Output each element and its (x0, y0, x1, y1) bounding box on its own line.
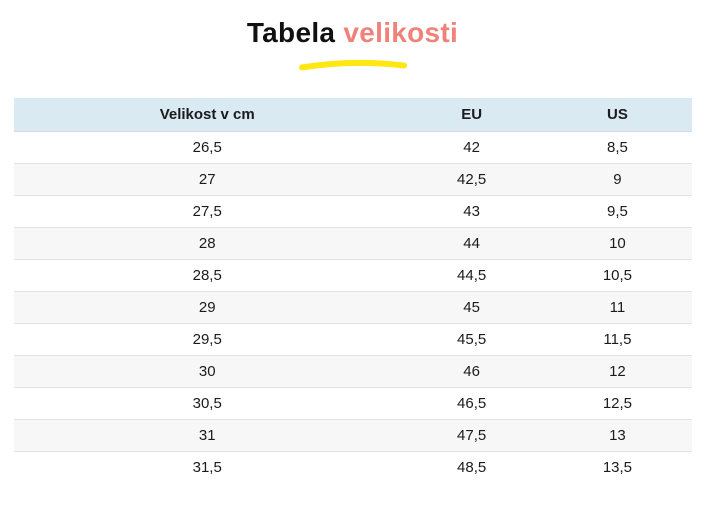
column-header-us: US (542, 98, 692, 132)
page-header: Tabela velikosti (0, 0, 705, 72)
table-cell: 11 (542, 291, 692, 324)
table-cell: 42,5 (400, 163, 543, 196)
table-row: 28 44 10 (14, 227, 692, 260)
underline-brush (0, 56, 705, 72)
table-cell: 46,5 (400, 387, 543, 420)
header-row: Velikost v cm EU US (14, 98, 692, 132)
size-table-head: Velikost v cm EU US (14, 98, 692, 132)
table-cell: 29,5 (14, 323, 401, 356)
table-cell: 29 (14, 291, 401, 324)
table-cell: 42 (400, 131, 543, 164)
table-row: 31 47,5 13 (14, 419, 692, 452)
table-cell: 13 (542, 419, 692, 452)
table-cell: 13,5 (602, 458, 633, 476)
size-table-body: 26,5 42 8,5 27 42,5 9 27,5 43 9,5 28 44 10 28,5 44,5 1… (14, 131, 692, 483)
table-row: 30 46 12 (14, 355, 692, 388)
table-cell: 44 (400, 227, 543, 260)
table-cell: 45,5 (400, 323, 543, 356)
table-row: 31,5 48,5 13,5 (14, 451, 692, 483)
table-cell: 8,5 (542, 131, 692, 164)
page-title: Tabela velikosti (0, 14, 705, 52)
table-cell: 12,5 (542, 387, 692, 420)
table-row: 30,5 46,5 12,5 (14, 387, 692, 420)
table-cell: 46 (400, 355, 543, 388)
table-row: 28,5 44,5 10,5 (14, 259, 692, 292)
table-row: 27 42,5 9 (14, 163, 692, 196)
table-cell: 31 (14, 419, 401, 452)
table-cell: 28 (14, 227, 401, 260)
title-word-primary: Tabela (246, 17, 336, 48)
table-cell: 10 (542, 227, 692, 260)
table-cell: 9 (542, 163, 692, 196)
table-cell: 27 (14, 163, 401, 196)
table-row: 26,5 42 8,5 (14, 131, 692, 164)
size-table-container: Velikost v cm EU US 26,5 42 8,5 27 42,5 9 27,5… (14, 98, 692, 483)
column-header-velikost-v-cm: Velikost v cm (14, 98, 401, 132)
table-cell: 47,5 (400, 419, 543, 452)
table-row: 27,5 43 9,5 (14, 195, 692, 228)
table-cell: 31,5 (192, 458, 222, 476)
table-cell: 9,5 (542, 195, 692, 228)
size-chart-page: Tabela velikosti Velikost v cm EU US 26,… (0, 0, 705, 483)
brush-stroke-icon (298, 59, 407, 71)
title-word-accent: velikosti (343, 17, 459, 48)
table-cell: 30 (14, 355, 401, 388)
table-cell: 10,5 (542, 259, 692, 292)
table-cell: 27,5 (14, 195, 401, 228)
table-cell: 44,5 (400, 259, 543, 292)
size-table: Velikost v cm EU US 26,5 42 8,5 27 42,5 9 27,5… (14, 98, 692, 483)
table-cell: 48,5 (457, 458, 487, 476)
table-row: 29,5 45,5 11,5 (14, 323, 692, 356)
table-cell: 12 (542, 355, 692, 388)
table-cell: 28,5 (14, 259, 401, 292)
table-row: 29 45 11 (14, 291, 692, 324)
table-cell: 43 (400, 195, 543, 228)
table-cell: 26,5 (14, 131, 401, 164)
table-cell: 45 (400, 291, 543, 324)
table-cell: 30,5 (14, 387, 401, 420)
table-cell: 11,5 (542, 323, 692, 356)
column-header-eu: EU (400, 98, 543, 132)
